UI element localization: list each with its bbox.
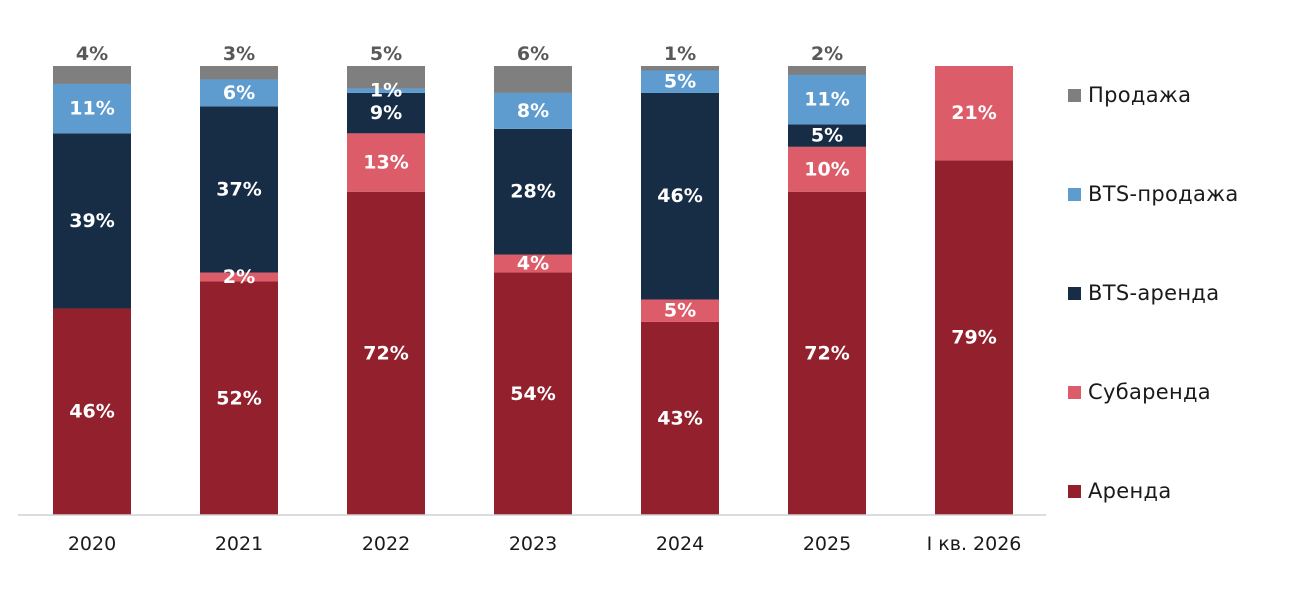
legend-swatch <box>1068 484 1081 498</box>
data-labels-layer: 46%39%11%4%52%2%37%6%3%72%13%9%1%5%54%4%… <box>69 43 996 429</box>
bar-segment-субаренда-6 <box>935 66 1013 161</box>
data-label-bts-продажа-0: 11% <box>69 98 114 120</box>
bar-segment-bts-продажа-0 <box>53 83 131 134</box>
bar-segment-субаренда-1 <box>200 272 278 282</box>
bar-segment-bts-аренда-4 <box>641 92 719 300</box>
bar-segment-bts-продажа-2 <box>347 88 425 93</box>
bar-segment-субаренда-5 <box>788 146 866 192</box>
bar-segment-продажа-0 <box>53 66 131 84</box>
legend-item-bts-аренда: BTS-аренда <box>1068 278 1219 308</box>
bar-segment-bts-продажа-4 <box>641 70 719 93</box>
data-label-субаренда-2: 13% <box>363 152 408 174</box>
legend-label: Субаренда <box>1088 380 1211 404</box>
data-label-субаренда-6: 21% <box>951 102 996 124</box>
bar-segment-субаренда-4 <box>641 299 719 322</box>
data-label-аренда-3: 54% <box>510 383 555 405</box>
bar-segment-продажа-4 <box>641 66 719 71</box>
bar-segment-аренда-5 <box>788 191 866 515</box>
bar-segment-продажа-3 <box>494 66 572 93</box>
x-tick-labels: 2020 2021 2022 2023 2024 2025 I кв. 2026 <box>68 533 1022 555</box>
data-label-продажа-1: 3% <box>223 43 255 65</box>
data-label-аренда-6: 79% <box>951 327 996 349</box>
data-label-продажа-2: 5% <box>370 43 402 65</box>
legend-label: BTS-продажа <box>1088 182 1239 206</box>
data-label-bts-аренда-3: 28% <box>510 181 555 203</box>
data-label-субаренда-3: 4% <box>517 253 549 275</box>
data-label-продажа-0: 4% <box>76 43 108 65</box>
bar-segment-субаренда-2 <box>347 133 425 192</box>
bar-segment-аренда-2 <box>347 191 425 515</box>
bar-segment-bts-продажа-1 <box>200 79 278 107</box>
data-label-bts-продажа-5: 11% <box>804 89 849 111</box>
bar-segment-bts-аренда-5 <box>788 124 866 147</box>
bar-segment-продажа-1 <box>200 66 278 80</box>
legend-swatch <box>1068 286 1081 300</box>
data-label-аренда-4: 43% <box>657 407 702 429</box>
x-tick-label-1: 2021 <box>215 533 263 555</box>
x-tick-label-0: 2020 <box>68 533 116 555</box>
data-label-аренда-5: 72% <box>804 342 849 364</box>
bar-segment-аренда-0 <box>53 308 131 515</box>
x-tick-label-3: 2023 <box>509 533 557 555</box>
data-label-субаренда-1: 2% <box>223 266 255 288</box>
bar-segment-субаренда-3 <box>494 254 572 273</box>
bar-segment-продажа-2 <box>347 66 425 89</box>
x-tick-label-4: 2024 <box>656 533 704 555</box>
data-label-продажа-4: 1% <box>664 43 696 65</box>
legend-label: BTS-аренда <box>1088 281 1220 305</box>
legend-label: Продажа <box>1088 83 1192 107</box>
bar-segment-bts-аренда-3 <box>494 128 572 255</box>
legend-item-bts-продажа: BTS-продажа <box>1068 179 1239 209</box>
legend-item-продажа: Продажа <box>1068 80 1191 110</box>
legend-label: Аренда <box>1088 479 1172 503</box>
legend-swatch <box>1068 187 1081 201</box>
data-label-bts-аренда-0: 39% <box>69 210 114 232</box>
data-label-bts-аренда-5: 5% <box>811 125 843 147</box>
data-label-аренда-0: 46% <box>69 401 114 423</box>
data-label-субаренда-5: 10% <box>804 158 849 180</box>
data-label-bts-аренда-2: 9% <box>370 102 402 124</box>
data-label-аренда-2: 72% <box>363 342 408 364</box>
bar-segment-аренда-3 <box>494 272 572 515</box>
bar-segment-bts-аренда-2 <box>347 92 425 134</box>
x-tick-label-6: I кв. 2026 <box>927 533 1022 555</box>
legend-item-субаренда: Субаренда <box>1068 377 1211 407</box>
bar-segment-bts-аренда-0 <box>53 133 131 309</box>
data-label-продажа-3: 6% <box>517 43 549 65</box>
data-label-bts-продажа-1: 6% <box>223 82 255 104</box>
bar-segment-bts-продажа-3 <box>494 92 572 129</box>
bar-segment-аренда-6 <box>935 160 1013 516</box>
legend-item-аренда: Аренда <box>1068 476 1172 506</box>
data-label-аренда-1: 52% <box>216 387 261 409</box>
data-label-bts-аренда-1: 37% <box>216 178 261 200</box>
bar-segment-bts-продажа-5 <box>788 74 866 125</box>
bar-segment-продажа-5 <box>788 66 866 75</box>
data-label-bts-продажа-4: 5% <box>664 71 696 93</box>
data-label-bts-аренда-4: 46% <box>657 185 702 207</box>
legend-swatch <box>1068 88 1081 102</box>
x-tick-label-2: 2022 <box>362 533 410 555</box>
data-label-bts-продажа-2: 1% <box>370 80 402 102</box>
bar-segment-аренда-1 <box>200 281 278 515</box>
bar-segment-bts-аренда-1 <box>200 106 278 273</box>
data-label-продажа-5: 2% <box>811 43 843 65</box>
data-label-субаренда-4: 5% <box>664 300 696 322</box>
bars-layer <box>53 66 1013 516</box>
data-label-bts-продажа-3: 8% <box>517 100 549 122</box>
legend-swatch <box>1068 385 1081 399</box>
bar-segment-аренда-4 <box>641 321 719 515</box>
x-tick-label-5: 2025 <box>803 533 851 555</box>
